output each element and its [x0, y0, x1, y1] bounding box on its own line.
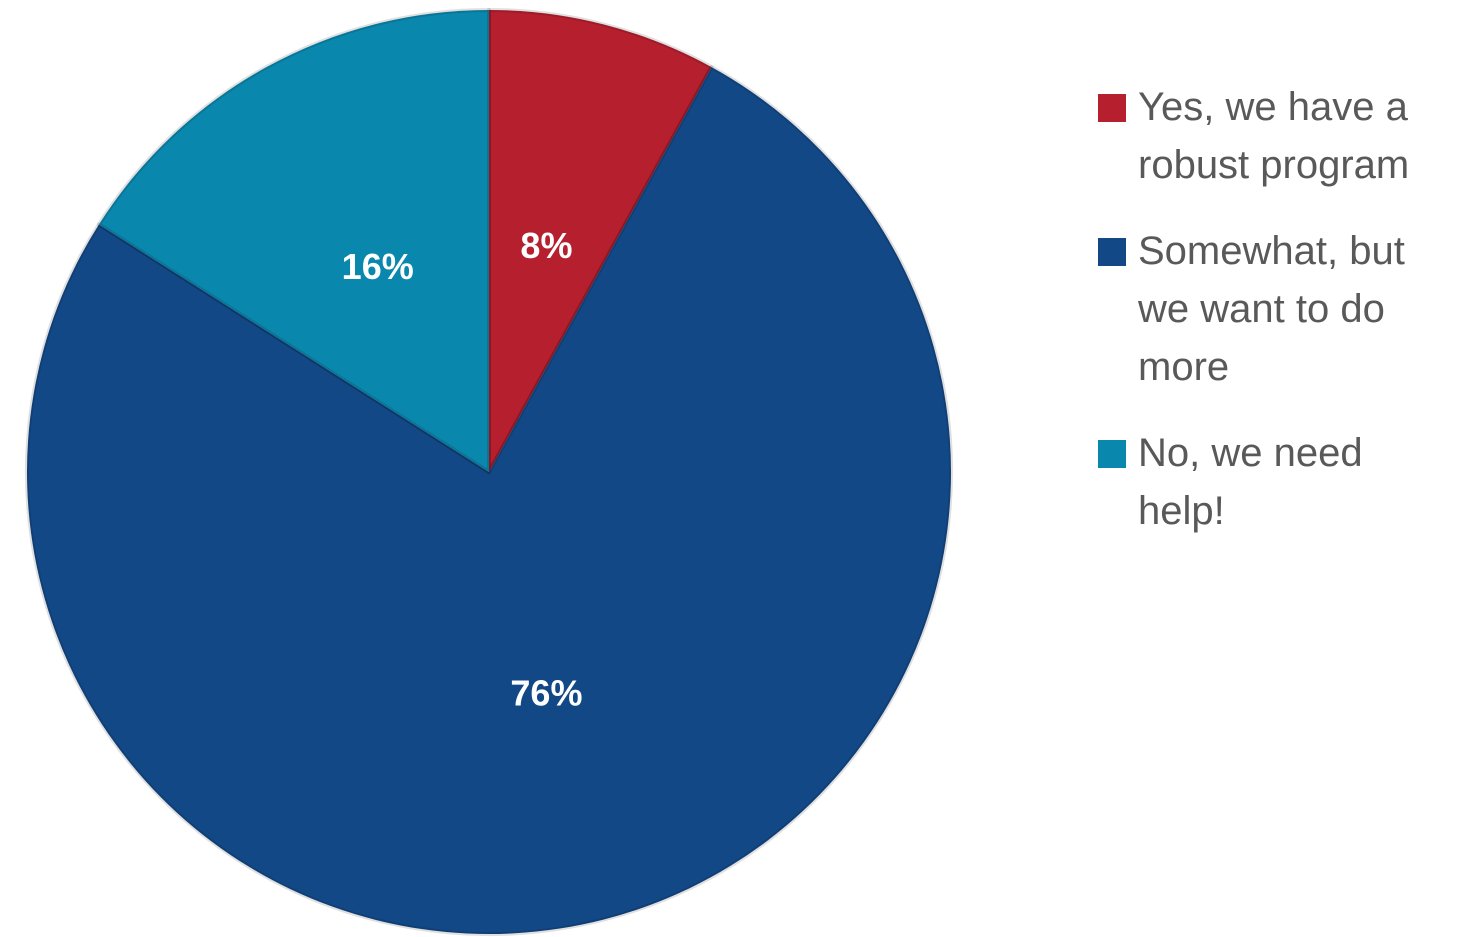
pie-slice-yes	[487, 8, 714, 474]
pie-slice-no	[96, 8, 491, 474]
legend-swatch-somewhat	[1098, 238, 1126, 266]
legend-item-yes: Yes, we have a robust program	[1098, 78, 1458, 194]
pie-slices	[25, 8, 953, 936]
pie-slice-label-yes: 8%	[520, 225, 572, 266]
pie-slice-label-somewhat: 76%	[510, 672, 582, 713]
legend-item-no: No, we need help!	[1098, 424, 1458, 540]
legend-label-no: No, we need help!	[1138, 431, 1363, 533]
legend-label-somewhat: Somewhat, but we want to do more	[1138, 229, 1405, 389]
pie-slice-labels: 8% 76% 16%	[342, 225, 583, 713]
legend-swatch-yes	[1098, 94, 1126, 122]
pie-slice-label-no: 16%	[342, 246, 414, 287]
legend-item-somewhat: Somewhat, but we want to do more	[1098, 222, 1458, 396]
legend-swatch-no	[1098, 440, 1126, 468]
pie-slice-somewhat	[25, 65, 953, 936]
legend-label-yes: Yes, we have a robust program	[1138, 85, 1410, 187]
legend: Yes, we have a robust program Somewhat, …	[1098, 78, 1458, 568]
